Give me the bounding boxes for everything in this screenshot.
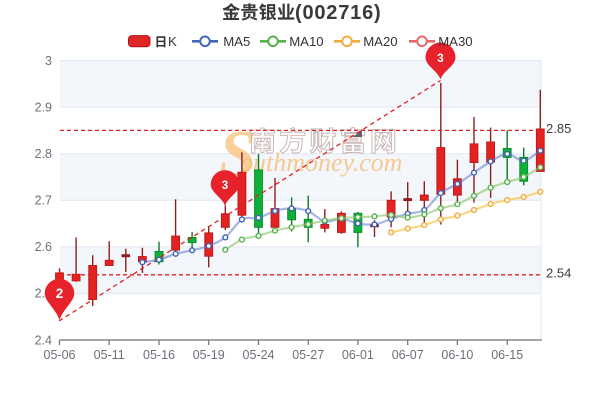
svg-text:2.8: 2.8 [35, 147, 52, 161]
svg-text:05-19: 05-19 [193, 348, 225, 362]
svg-text:05-11: 05-11 [94, 348, 125, 362]
svg-text:3: 3 [45, 54, 52, 68]
svg-text:06-01: 06-01 [342, 348, 374, 362]
svg-text:(002716): (002716) [295, 2, 381, 24]
svg-text:3: 3 [437, 53, 443, 65]
svg-text:MA20: MA20 [363, 34, 397, 49]
svg-text:05-27: 05-27 [292, 348, 324, 362]
svg-text:MA30: MA30 [438, 34, 472, 49]
svg-text:2.85: 2.85 [546, 121, 571, 136]
svg-text:2.7: 2.7 [35, 194, 52, 208]
svg-text:06-15: 06-15 [491, 348, 523, 362]
svg-text:05-24: 05-24 [243, 348, 275, 362]
svg-text:2.4: 2.4 [35, 333, 52, 347]
svg-text:outhmoney.com: outhmoney.com [240, 148, 402, 177]
svg-text:K: K [168, 34, 177, 49]
svg-text:06-07: 06-07 [392, 348, 424, 362]
svg-text:3: 3 [222, 180, 228, 192]
svg-text:06-10: 06-10 [441, 348, 473, 362]
svg-text:MA5: MA5 [223, 34, 250, 49]
svg-text:2.54: 2.54 [546, 265, 571, 280]
svg-text:2.9: 2.9 [35, 100, 52, 114]
svg-text:MA10: MA10 [289, 34, 323, 49]
svg-text:05-16: 05-16 [143, 348, 175, 362]
svg-text:05-06: 05-06 [44, 348, 76, 362]
svg-text:2: 2 [56, 286, 64, 301]
svg-text:2.6: 2.6 [35, 240, 52, 254]
